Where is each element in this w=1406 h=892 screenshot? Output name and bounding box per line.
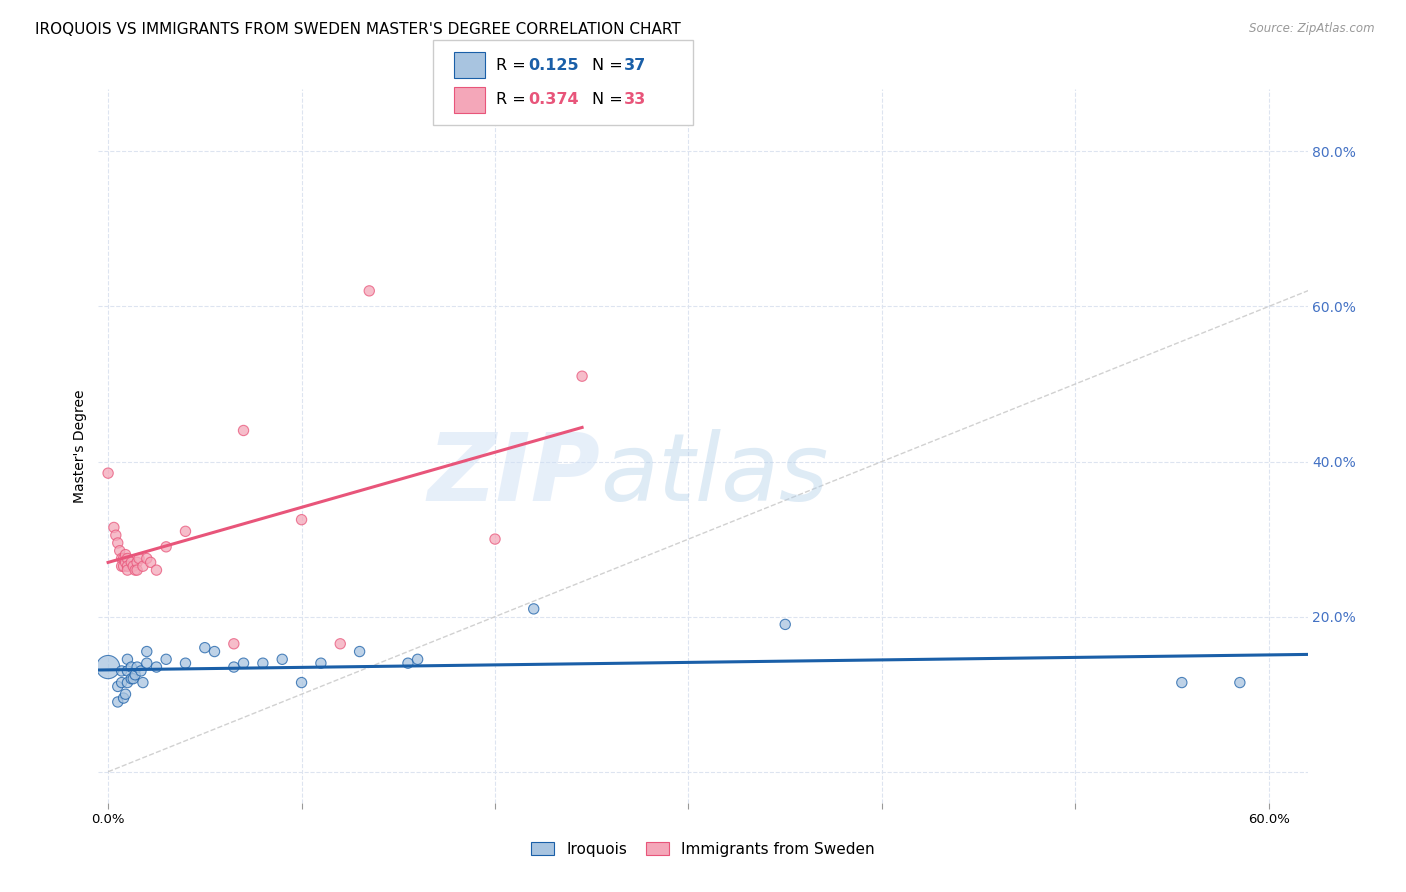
Point xyxy=(349,644,371,658)
Point xyxy=(127,660,149,674)
Point xyxy=(117,652,139,666)
Point xyxy=(1171,675,1194,690)
Point xyxy=(104,528,127,542)
Text: 0.374: 0.374 xyxy=(529,93,579,107)
Point xyxy=(122,559,145,574)
Point xyxy=(290,513,312,527)
Point xyxy=(523,602,546,616)
Text: atlas: atlas xyxy=(600,429,828,520)
Point xyxy=(112,551,135,566)
Point xyxy=(120,555,142,569)
Legend: Iroquois, Immigrants from Sweden: Iroquois, Immigrants from Sweden xyxy=(526,836,880,863)
Point xyxy=(222,637,245,651)
Point xyxy=(120,660,142,674)
Point xyxy=(145,660,167,674)
Point xyxy=(359,284,381,298)
Point xyxy=(1229,675,1251,690)
Text: ZIP: ZIP xyxy=(427,428,600,521)
Point xyxy=(232,656,254,670)
Point xyxy=(174,524,197,539)
Point xyxy=(114,548,136,562)
Point xyxy=(406,652,429,666)
Point xyxy=(309,656,332,670)
Point xyxy=(107,680,129,694)
Point xyxy=(135,551,157,566)
Point xyxy=(271,652,294,666)
Point xyxy=(290,675,312,690)
Point xyxy=(124,563,146,577)
Point xyxy=(117,664,139,678)
Point xyxy=(484,532,506,546)
Point xyxy=(127,555,149,569)
Point xyxy=(120,672,142,686)
Point xyxy=(111,559,134,574)
Point xyxy=(155,652,177,666)
Point xyxy=(773,617,796,632)
Point xyxy=(204,644,226,658)
Text: 37: 37 xyxy=(624,58,647,72)
Point xyxy=(97,466,120,480)
Point xyxy=(114,555,136,569)
Point xyxy=(232,424,254,438)
Point xyxy=(97,660,120,674)
Point xyxy=(112,559,135,574)
Text: R =: R = xyxy=(496,93,531,107)
Text: IROQUOIS VS IMMIGRANTS FROM SWEDEN MASTER'S DEGREE CORRELATION CHART: IROQUOIS VS IMMIGRANTS FROM SWEDEN MASTE… xyxy=(35,22,681,37)
Point xyxy=(111,551,134,566)
Point xyxy=(122,672,145,686)
Point xyxy=(112,691,135,706)
Point xyxy=(135,644,157,658)
Text: R =: R = xyxy=(496,58,531,72)
Point xyxy=(129,664,152,678)
Point xyxy=(117,675,139,690)
Point xyxy=(111,664,134,678)
Point xyxy=(135,656,157,670)
Point xyxy=(107,695,129,709)
Text: 0.125: 0.125 xyxy=(529,58,579,72)
Point xyxy=(117,551,139,566)
Text: Source: ZipAtlas.com: Source: ZipAtlas.com xyxy=(1250,22,1375,36)
Point xyxy=(108,543,131,558)
Point xyxy=(194,640,217,655)
Point xyxy=(155,540,177,554)
Point xyxy=(114,687,136,701)
Point xyxy=(117,559,139,574)
Point xyxy=(128,551,150,566)
Point xyxy=(132,675,155,690)
Point xyxy=(396,656,419,670)
Y-axis label: Master's Degree: Master's Degree xyxy=(73,389,87,503)
Point xyxy=(329,637,352,651)
Point xyxy=(132,559,155,574)
Text: N =: N = xyxy=(592,58,628,72)
Point xyxy=(174,656,197,670)
Point xyxy=(571,369,593,384)
Point xyxy=(252,656,274,670)
Point xyxy=(111,675,134,690)
Point xyxy=(103,520,125,534)
Point xyxy=(124,668,146,682)
Point xyxy=(127,563,149,577)
Text: 33: 33 xyxy=(624,93,647,107)
Point xyxy=(117,563,139,577)
Text: N =: N = xyxy=(592,93,628,107)
Point xyxy=(139,555,162,569)
Point xyxy=(145,563,167,577)
Point xyxy=(222,660,245,674)
Point xyxy=(107,536,129,550)
